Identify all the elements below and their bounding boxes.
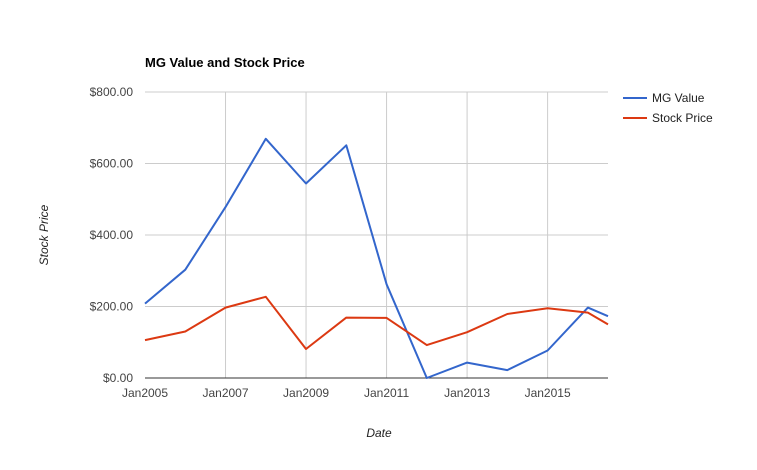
x-tick-label: Jan2009 bbox=[283, 386, 329, 400]
series-layer bbox=[144, 137, 609, 379]
grid-layer bbox=[145, 91, 608, 378]
x-axis-title: Date bbox=[366, 426, 392, 440]
legend-label-stock-price: Stock Price bbox=[652, 111, 713, 125]
y-tick-label: $400.00 bbox=[90, 228, 134, 242]
y-axis-title: Stock Price bbox=[37, 204, 51, 265]
y-tick-label: $600.00 bbox=[90, 157, 134, 171]
chart-title: MG Value and Stock Price bbox=[145, 55, 305, 70]
y-tick-label: $200.00 bbox=[90, 300, 134, 314]
x-tick-label: Jan2015 bbox=[525, 386, 571, 400]
legend: MG Value Stock Price bbox=[623, 91, 713, 125]
x-tick-label: Jan2005 bbox=[122, 386, 168, 400]
series-line-mg-value bbox=[144, 137, 609, 379]
legend-label-mg-value: MG Value bbox=[652, 91, 705, 105]
series-line-stock-price bbox=[144, 295, 609, 350]
x-tick-label: Jan2011 bbox=[364, 386, 409, 400]
y-tick-label: $800.00 bbox=[90, 85, 134, 99]
axis-layer: $0.00 $200.00 $400.00 $600.00 $800.00 Jan2005… bbox=[90, 85, 608, 400]
x-tick-label: Jan2013 bbox=[444, 386, 490, 400]
x-tick-label: Jan2007 bbox=[202, 386, 248, 400]
y-tick-label: $0.00 bbox=[103, 371, 133, 385]
